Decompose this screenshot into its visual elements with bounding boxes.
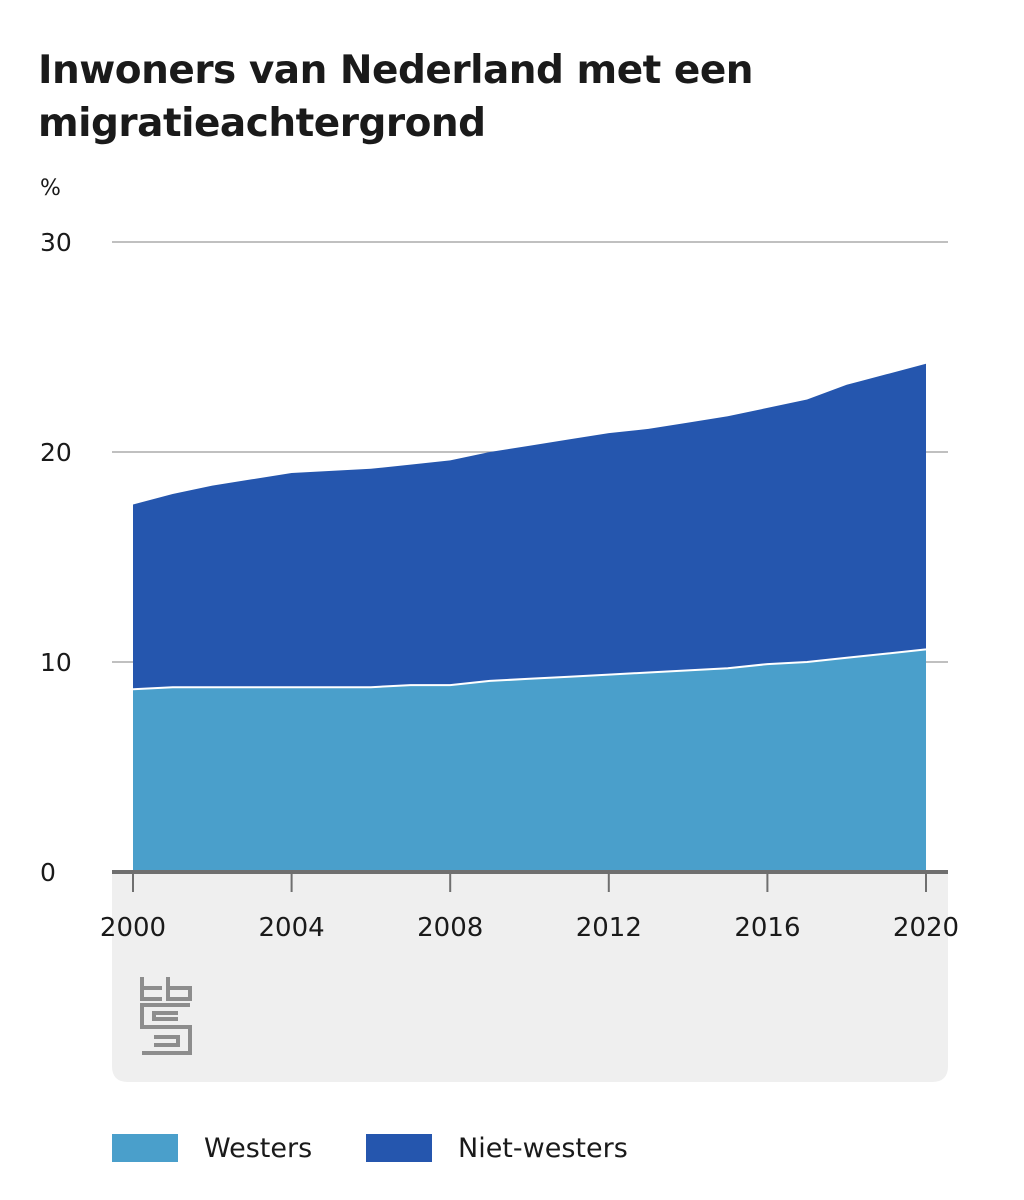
cbs-logo-icon bbox=[140, 977, 192, 1055]
footer-panel bbox=[112, 872, 948, 1082]
legend-label-niet-westers: Niet-westers bbox=[458, 1132, 628, 1164]
x-tick-label: 2012 bbox=[576, 913, 642, 943]
legend-swatch-niet-westers bbox=[366, 1134, 432, 1162]
x-tick-label: 2004 bbox=[259, 913, 325, 943]
x-tick-label: 2000 bbox=[100, 913, 166, 943]
area-chart: 0 10 20 30 2000 2004 2008 2012 2016 2020 bbox=[40, 228, 959, 1082]
legend-label-westers: Westers bbox=[204, 1132, 313, 1164]
y-tick-label: 0 bbox=[40, 858, 56, 887]
series-area-westers bbox=[133, 649, 926, 872]
y-tick-label: 30 bbox=[40, 228, 72, 257]
legend-item-westers: Westers bbox=[112, 1130, 312, 1166]
series-area-niet-westers bbox=[133, 363, 926, 690]
x-tick-label: 2008 bbox=[417, 913, 483, 943]
chart-title: Inwoners van Nederland met een migratiea… bbox=[38, 48, 754, 146]
x-tick-label: 2016 bbox=[734, 913, 800, 943]
legend-swatch-westers bbox=[112, 1134, 178, 1162]
y-axis-unit-label: % bbox=[40, 176, 61, 201]
series-boundary-line bbox=[132, 648, 927, 691]
x-tick-label: 2020 bbox=[893, 913, 959, 943]
y-tick-label: 20 bbox=[40, 438, 72, 467]
legend-item-niet-westers: Niet-westers bbox=[366, 1130, 628, 1166]
y-tick-label: 10 bbox=[40, 648, 72, 677]
